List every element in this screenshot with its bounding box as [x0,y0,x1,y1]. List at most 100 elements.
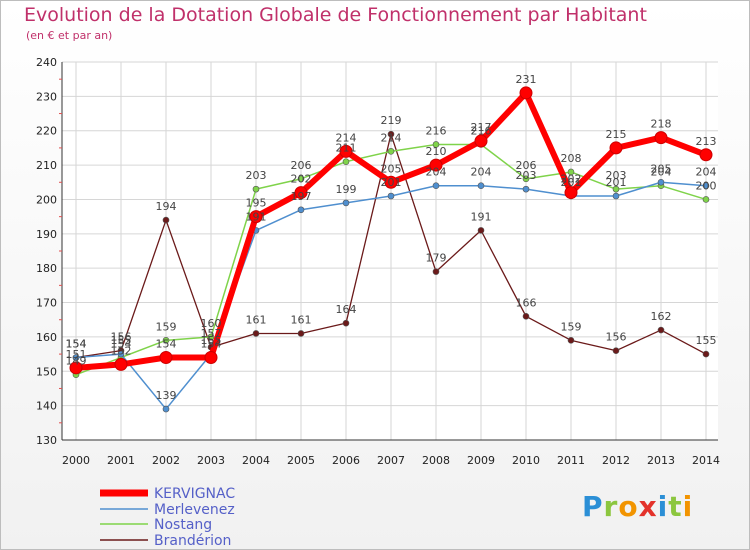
data-point [114,357,128,371]
y-tick-label: 230 [36,90,57,103]
data-point [612,185,620,193]
x-tick-label: 2002 [152,454,180,467]
data-point [387,192,395,200]
data-label: 154 [66,338,87,351]
y-tick-label: 190 [36,228,57,241]
x-tick-label: 2013 [647,454,675,467]
data-point [207,333,215,341]
legend-entry: Brandérion [154,533,231,549]
data-label: 164 [336,303,357,316]
data-point [159,351,173,365]
data-label: 211 [336,142,357,155]
data-point [522,185,530,193]
legend-entry: Nostang [154,517,212,533]
data-label: 154 [111,338,132,351]
data-point [702,196,710,203]
data-label: 152 [111,344,132,357]
chart-title: Evolution de la Dotation Globale de Fonc… [24,4,647,26]
data-label: 205 [651,162,672,175]
data-label: 159 [156,320,177,333]
data-label: 201 [561,176,582,189]
data-label: 162 [651,310,672,323]
data-point [564,186,578,200]
data-point [162,216,170,224]
data-point [297,330,305,337]
data-label: 204 [426,166,447,179]
logo-letter: t [668,490,683,523]
data-point [699,148,713,162]
data-point [249,210,263,224]
y-tick-label: 220 [36,125,57,138]
data-point [567,168,575,176]
data-point [474,134,488,148]
y-tick-label: 170 [36,297,57,310]
data-label: 156 [111,331,132,344]
data-label: 160 [201,317,222,330]
data-label: 197 [291,190,312,203]
data-label: 204 [696,166,717,179]
data-label: 204 [471,166,492,179]
y-tick-label: 200 [36,193,57,206]
data-point [522,312,530,320]
x-tick-label: 2003 [197,454,225,467]
data-label: 154 [201,338,222,351]
data-label: 213 [696,135,717,148]
plot-area [62,62,718,440]
data-point [252,185,260,193]
data-label: 166 [516,296,537,309]
data-label: 210 [426,145,447,158]
data-label: 191 [471,210,492,223]
data-label: 155 [696,334,717,347]
data-label: 194 [156,200,177,213]
logo-letter: i [657,490,669,523]
data-label: 231 [516,73,537,86]
logo-letter: P [582,490,604,523]
data-label: 208 [561,152,582,165]
data-point [117,350,125,358]
data-point [522,175,530,183]
x-tick-label: 2011 [557,454,585,467]
data-point [339,144,353,158]
logo-letter: r [603,490,619,523]
data-label: 155 [201,334,222,347]
x-tick-label: 2014 [692,454,720,467]
data-label: 149 [66,355,87,368]
x-tick-label: 2005 [287,454,315,467]
data-point [429,158,443,172]
data-label: 216 [471,124,492,137]
data-label: 203 [516,169,537,182]
data-label: 200 [696,179,717,192]
data-label: 154 [66,338,87,351]
data-point [612,347,620,354]
data-label: 203 [606,169,627,182]
data-label: 215 [606,128,627,141]
data-label: 205 [381,162,402,175]
data-label: 214 [381,131,402,144]
data-label: 179 [426,252,447,265]
data-point [477,182,485,190]
chart-subtitle: (en € et par an) [26,29,113,42]
data-label: 202 [291,173,312,186]
data-label: 201 [381,176,402,189]
x-tick-label: 2004 [242,454,270,467]
y-tick-label: 140 [36,400,57,413]
data-point [294,186,308,200]
data-point [387,148,395,155]
data-point [162,405,170,413]
data-label: 216 [426,124,447,137]
data-label: 139 [156,389,177,402]
data-point [252,330,260,337]
data-label: 199 [336,183,357,196]
data-point [702,350,710,358]
x-tick-label: 2010 [512,454,540,467]
data-label: 206 [516,159,537,172]
data-label: 154 [156,338,177,351]
data-label: 201 [606,176,627,189]
data-label: 206 [291,159,312,172]
y-tick-label: 180 [36,262,57,275]
data-label: 161 [291,313,312,326]
data-point [72,354,80,361]
data-label: 161 [246,313,267,326]
data-point [297,175,305,183]
data-label: 204 [651,166,672,179]
